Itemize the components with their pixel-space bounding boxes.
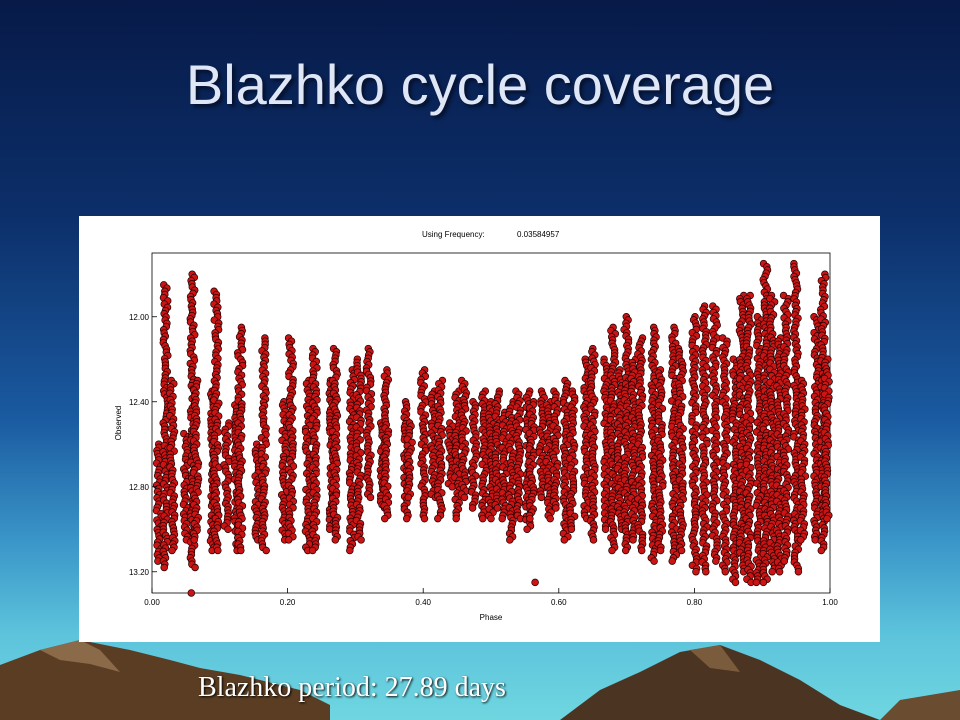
data-point bbox=[637, 546, 646, 555]
data-point bbox=[526, 514, 534, 523]
data-point bbox=[537, 493, 546, 502]
data-point bbox=[823, 514, 831, 523]
data-point bbox=[224, 525, 232, 533]
data-point bbox=[775, 567, 784, 576]
y-tick-label: 13.20 bbox=[129, 568, 150, 577]
x-tick-label: 0.00 bbox=[144, 598, 160, 607]
data-point bbox=[487, 514, 495, 523]
data-point bbox=[668, 557, 676, 565]
data-point bbox=[237, 546, 245, 555]
data-point bbox=[284, 536, 293, 544]
data-point bbox=[506, 536, 514, 544]
scatter-chart: Using Frequency: 0.03584957 0.00 0.20 0.40… bbox=[114, 230, 838, 622]
data-point bbox=[731, 578, 740, 587]
data-point bbox=[677, 546, 686, 555]
data-point bbox=[567, 525, 576, 533]
data-point bbox=[468, 504, 477, 512]
data-point bbox=[759, 578, 768, 587]
x-tick-label: 0.20 bbox=[280, 598, 296, 607]
data-point bbox=[712, 557, 720, 565]
data-point-outlier bbox=[531, 578, 539, 587]
data-point bbox=[752, 578, 761, 587]
data-point bbox=[656, 546, 665, 555]
data-point-outlier bbox=[187, 589, 196, 597]
data-point bbox=[160, 563, 168, 572]
data-point bbox=[601, 525, 610, 533]
data-point bbox=[650, 557, 658, 565]
data-point bbox=[168, 546, 176, 555]
data-point bbox=[434, 514, 442, 523]
data-point bbox=[721, 567, 730, 576]
data-point bbox=[402, 514, 411, 523]
data-point bbox=[498, 514, 506, 523]
data-point bbox=[493, 504, 502, 512]
data-point bbox=[794, 567, 803, 576]
data-point bbox=[629, 536, 637, 544]
data-point bbox=[523, 525, 531, 533]
data-point bbox=[381, 514, 389, 523]
data-point bbox=[552, 504, 560, 512]
data-point bbox=[262, 546, 270, 555]
y-axis-label: Observed bbox=[114, 406, 123, 441]
y-axis: 12.00 12.40 12.80 13.20 bbox=[129, 313, 157, 577]
data-point bbox=[780, 557, 789, 565]
x-tick-label: 1.00 bbox=[822, 598, 838, 607]
data-point bbox=[692, 567, 700, 576]
x-axis-label: Phase bbox=[480, 613, 503, 622]
data-point bbox=[817, 546, 826, 555]
data-point bbox=[420, 514, 429, 523]
data-point bbox=[460, 493, 469, 502]
chart-panel: Using Frequency: 0.03584957 0.00 0.20 0.40… bbox=[79, 216, 880, 642]
data-point bbox=[702, 567, 710, 576]
data-point bbox=[331, 536, 340, 544]
x-axis: 0.00 0.20 0.40 0.60 0.80 1.00 bbox=[144, 588, 838, 607]
data-point bbox=[325, 525, 334, 533]
blazhko-period-caption: Blazhko period: 27.89 days bbox=[198, 672, 506, 703]
data-point bbox=[478, 514, 487, 523]
data-point bbox=[191, 563, 199, 572]
data-point bbox=[357, 536, 365, 544]
data-point bbox=[404, 493, 413, 502]
y-tick-label: 12.00 bbox=[129, 313, 150, 322]
x-tick-label: 0.40 bbox=[415, 598, 431, 607]
data-point bbox=[452, 514, 460, 523]
chart-title: Using Frequency: bbox=[422, 230, 485, 239]
data-point bbox=[608, 546, 616, 555]
data-point bbox=[308, 546, 317, 555]
data-point bbox=[346, 546, 354, 555]
data-points bbox=[152, 259, 833, 597]
data-point bbox=[190, 536, 198, 544]
data-point bbox=[768, 567, 776, 576]
data-point bbox=[366, 493, 375, 502]
chart-frequency: 0.03584957 bbox=[517, 230, 560, 239]
slide-title: Blazhko cycle coverage bbox=[185, 53, 775, 116]
data-point bbox=[589, 536, 598, 544]
data-point bbox=[546, 514, 554, 523]
y-tick-label: 12.80 bbox=[129, 483, 150, 492]
data-point bbox=[797, 536, 805, 544]
x-tick-label: 0.80 bbox=[687, 598, 703, 607]
x-tick-label: 0.60 bbox=[551, 598, 567, 607]
data-point bbox=[560, 536, 569, 544]
data-point bbox=[811, 536, 819, 544]
data-point bbox=[621, 546, 630, 555]
data-point bbox=[214, 546, 222, 555]
y-tick-label: 12.40 bbox=[129, 398, 150, 407]
